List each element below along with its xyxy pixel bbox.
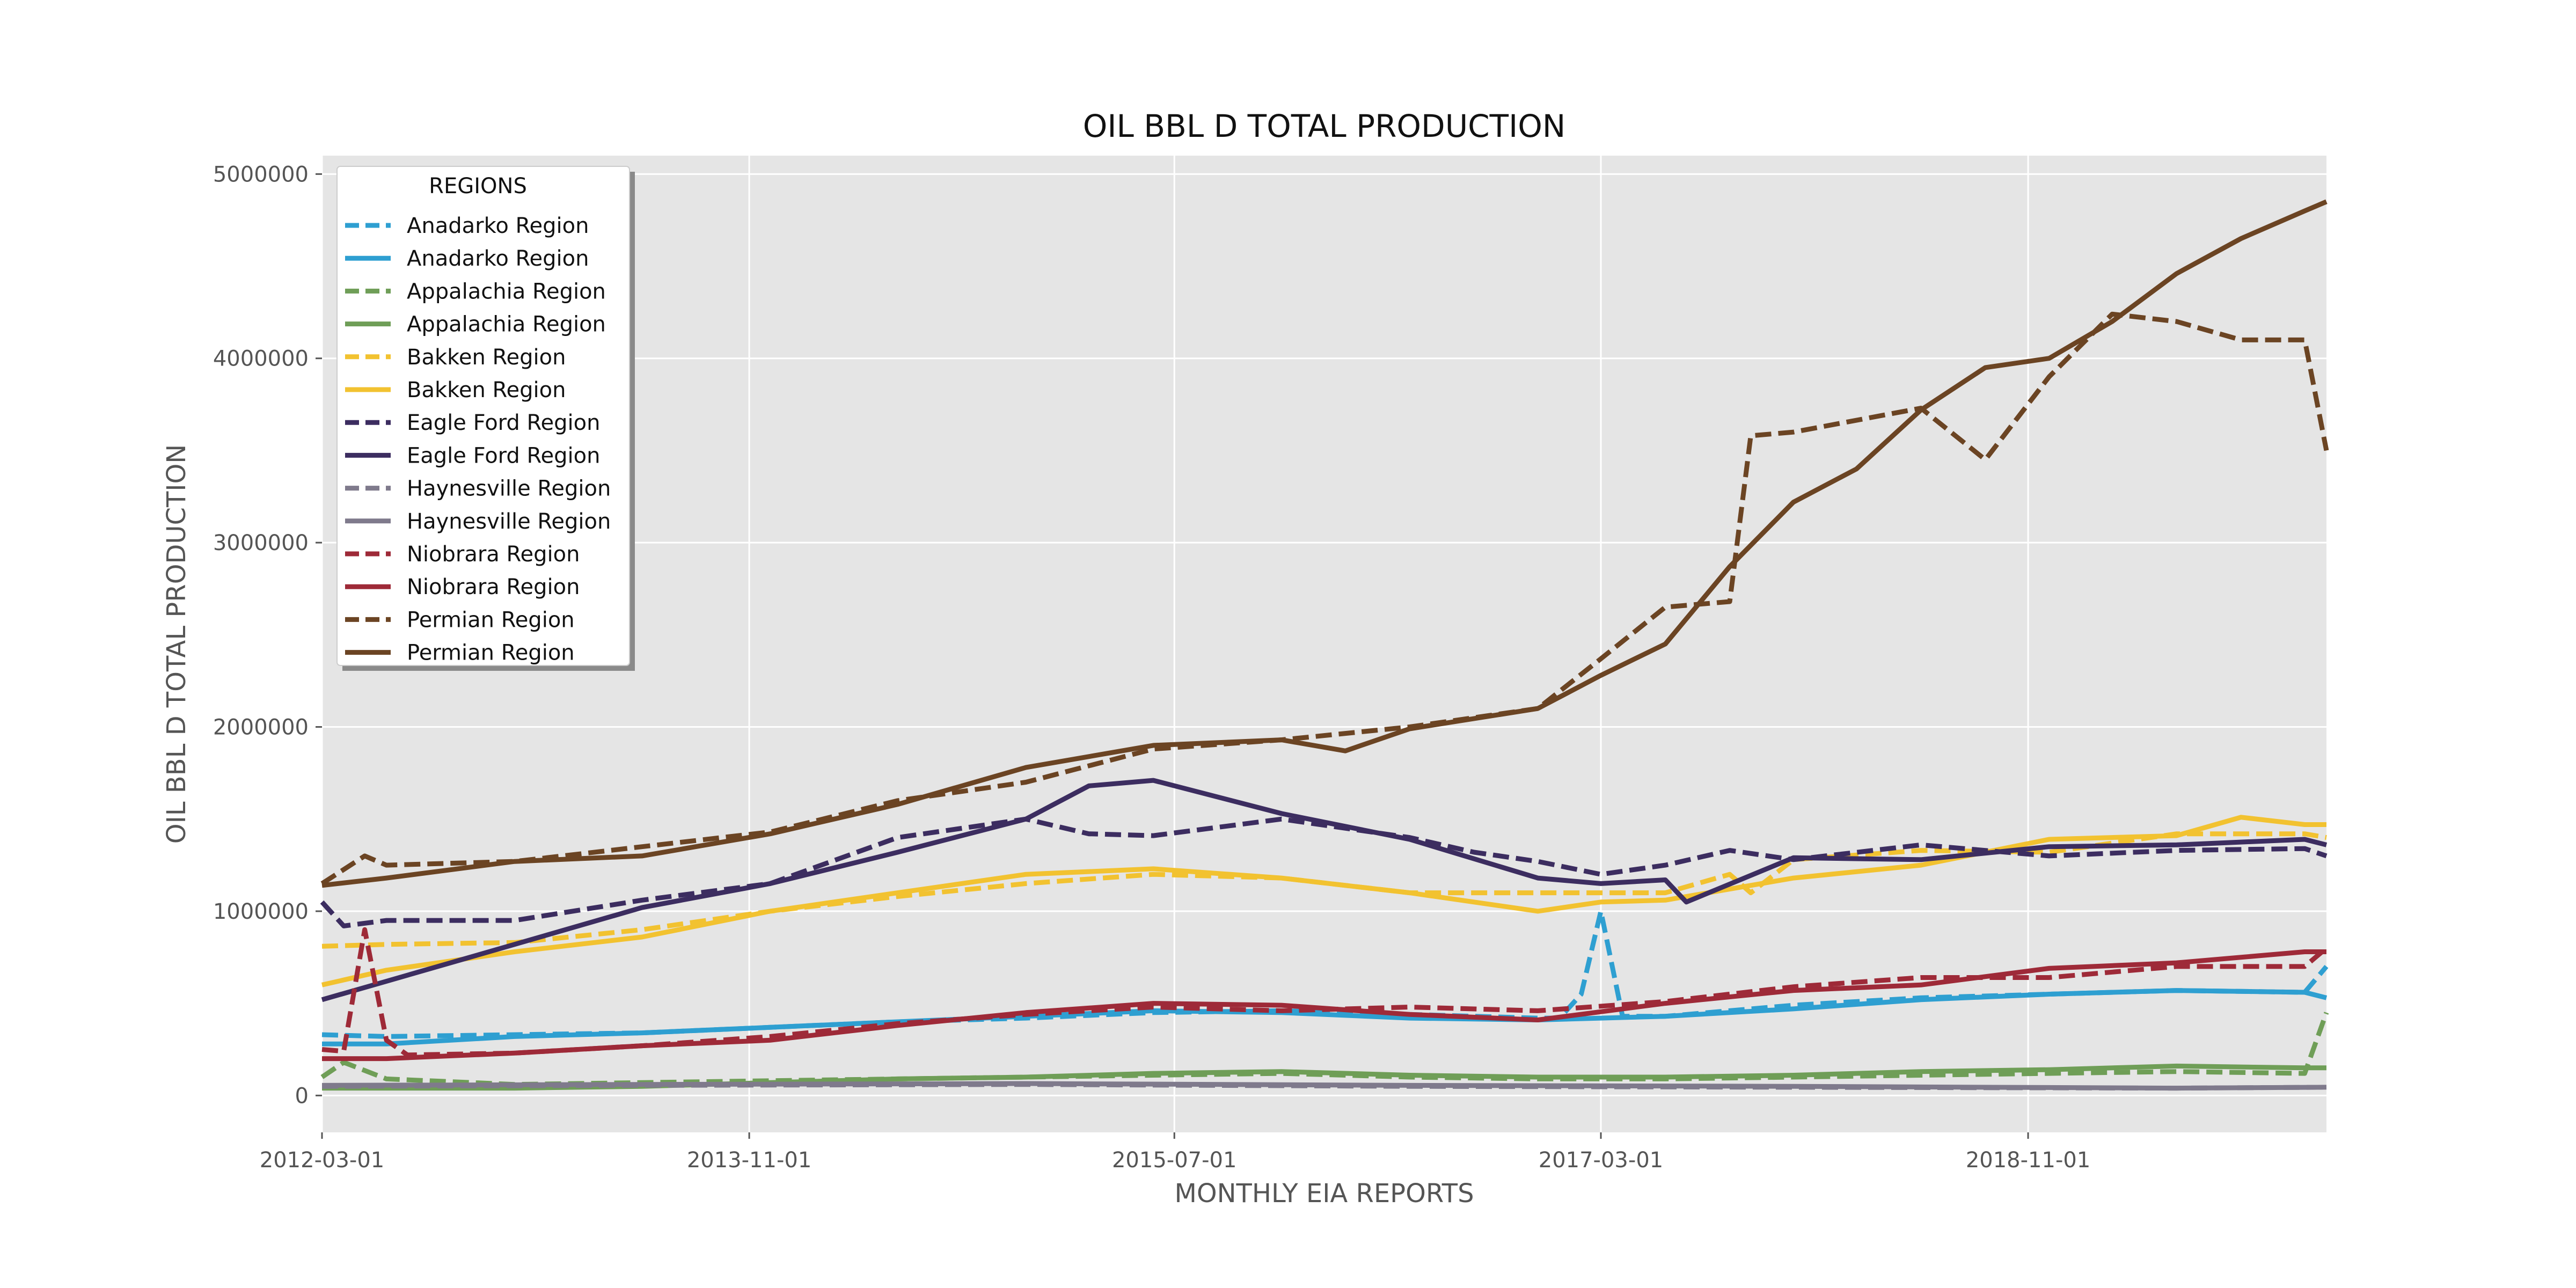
legend-label-9: Haynesville Region — [407, 509, 611, 534]
series-line-11 — [322, 949, 2326, 1062]
legend-label-5: Bakken Region — [407, 378, 566, 402]
legend-label-10: Niobrara Region — [407, 542, 580, 567]
series-line-1 — [322, 988, 2328, 1046]
legend-label-2: Appalachia Region — [407, 279, 606, 304]
x-tick-label: 2012-03-01 — [260, 1148, 384, 1173]
legend-label-7: Eagle Ford Region — [407, 443, 600, 468]
legend-label-6: Eagle Ford Region — [407, 411, 600, 435]
series-line-12 — [320, 311, 2329, 886]
y-tick-label: 3000000 — [213, 531, 309, 555]
legend-label-1: Anadarko Region — [407, 246, 589, 271]
y-tick-label: 4000000 — [213, 347, 309, 371]
series-line-7 — [321, 778, 2328, 1002]
legend-label-12: Permian Region — [407, 608, 575, 632]
legend: REGIONS Anadarko Region Anadarko Region App… — [336, 166, 635, 671]
x-tick-label: 2017-03-01 — [1539, 1148, 1663, 1173]
gridlines — [321, 156, 2326, 1132]
axes: 2012-03-01 2013-11-01 2015-07-01 2017-03-01… — [213, 162, 2090, 1173]
legend-label-3: Appalachia Region — [407, 312, 606, 337]
y-tick-label: 2000000 — [213, 715, 309, 740]
y-tick-label: 1000000 — [213, 899, 309, 924]
series-line-9 — [321, 1081, 2327, 1091]
legend-label-0: Anadarko Region — [407, 214, 589, 238]
y-axis-label: OIL BBL D TOTAL PRODUCTION — [162, 444, 192, 844]
y-tick-label: 5000000 — [213, 162, 309, 187]
legend-label-8: Haynesville Region — [407, 477, 611, 501]
legend-label-11: Niobrara Region — [407, 575, 580, 599]
legend-label-4: Bakken Region — [407, 345, 566, 370]
x-tick-label: 2018-11-01 — [1966, 1148, 2090, 1173]
legend-box — [336, 166, 630, 666]
x-axis-label: MONTHLY EIA REPORTS — [1174, 1179, 1474, 1209]
series-lines — [320, 199, 2329, 1091]
series-line-13 — [321, 199, 2328, 888]
chart-title: OIL BBL D TOTAL PRODUCTION — [1083, 108, 1565, 144]
plot-background — [322, 156, 2326, 1132]
series-line-10 — [321, 927, 2328, 1058]
x-tick-label: 2013-11-01 — [687, 1148, 811, 1173]
legend-title: REGIONS — [429, 174, 527, 199]
legend-label-13: Permian Region — [407, 641, 575, 665]
x-tick-label: 2015-07-01 — [1112, 1148, 1236, 1173]
series-line-5 — [321, 815, 2326, 987]
y-tick-label: 0 — [295, 1084, 309, 1108]
